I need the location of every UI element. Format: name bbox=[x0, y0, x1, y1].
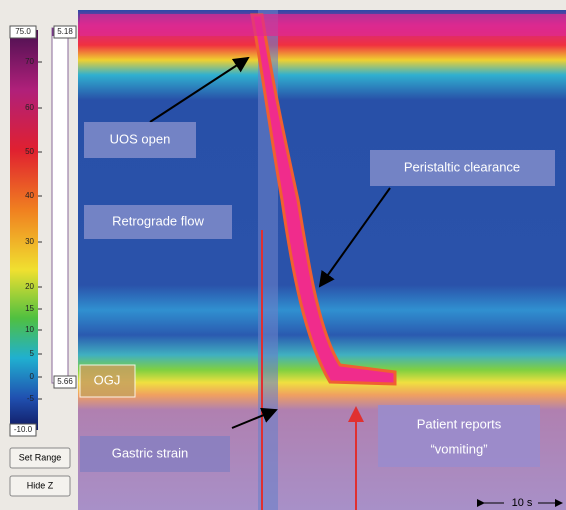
slider-value: 5.18 bbox=[57, 27, 73, 36]
annotation: OGJ bbox=[94, 372, 121, 387]
manometry-view: UOS open Peristaltic clearance Retrograd… bbox=[0, 0, 566, 510]
annotation: Peristaltic clearance bbox=[404, 159, 520, 174]
button-label[interactable]: Set Range bbox=[19, 452, 62, 462]
colorbar bbox=[10, 30, 38, 430]
time-scale: 10 s bbox=[512, 497, 533, 509]
colorbar-tick-label: 70 bbox=[25, 57, 34, 66]
colorbar-tick-label: 10 bbox=[25, 325, 34, 334]
screen: UOS open Peristaltic clearance Retrograd… bbox=[0, 0, 566, 510]
annotation-box bbox=[378, 405, 540, 467]
colorbar-tick-label: 40 bbox=[25, 191, 34, 200]
colorbar-tick-label: -5 bbox=[27, 394, 35, 403]
colorbar-tick-label: 15 bbox=[25, 304, 34, 313]
colorbar-limit: -10.0 bbox=[14, 425, 33, 434]
annotation: UOS open bbox=[110, 131, 171, 146]
colorbar-tick-label: 5 bbox=[30, 349, 35, 358]
colorbar-tick-label: 20 bbox=[25, 282, 34, 291]
uos-high-pressure-zone bbox=[80, 14, 566, 36]
slider-value: 5.66 bbox=[57, 377, 73, 386]
annotation: “vomiting” bbox=[430, 441, 487, 456]
annotation: Patient reports bbox=[417, 416, 502, 431]
colorbar-tick-label: 30 bbox=[25, 237, 34, 246]
colorbar-limit: 75.0 bbox=[15, 27, 31, 36]
colorbar-tick-label: 0 bbox=[30, 372, 35, 381]
button-label[interactable]: Hide Z bbox=[27, 480, 54, 490]
annotation: Retrograde flow bbox=[112, 213, 204, 228]
annotation: Gastric strain bbox=[112, 445, 189, 460]
colorbar-tick-label: 50 bbox=[25, 147, 34, 156]
slider-track bbox=[52, 28, 68, 383]
colorbar-tick-label: 60 bbox=[25, 103, 34, 112]
